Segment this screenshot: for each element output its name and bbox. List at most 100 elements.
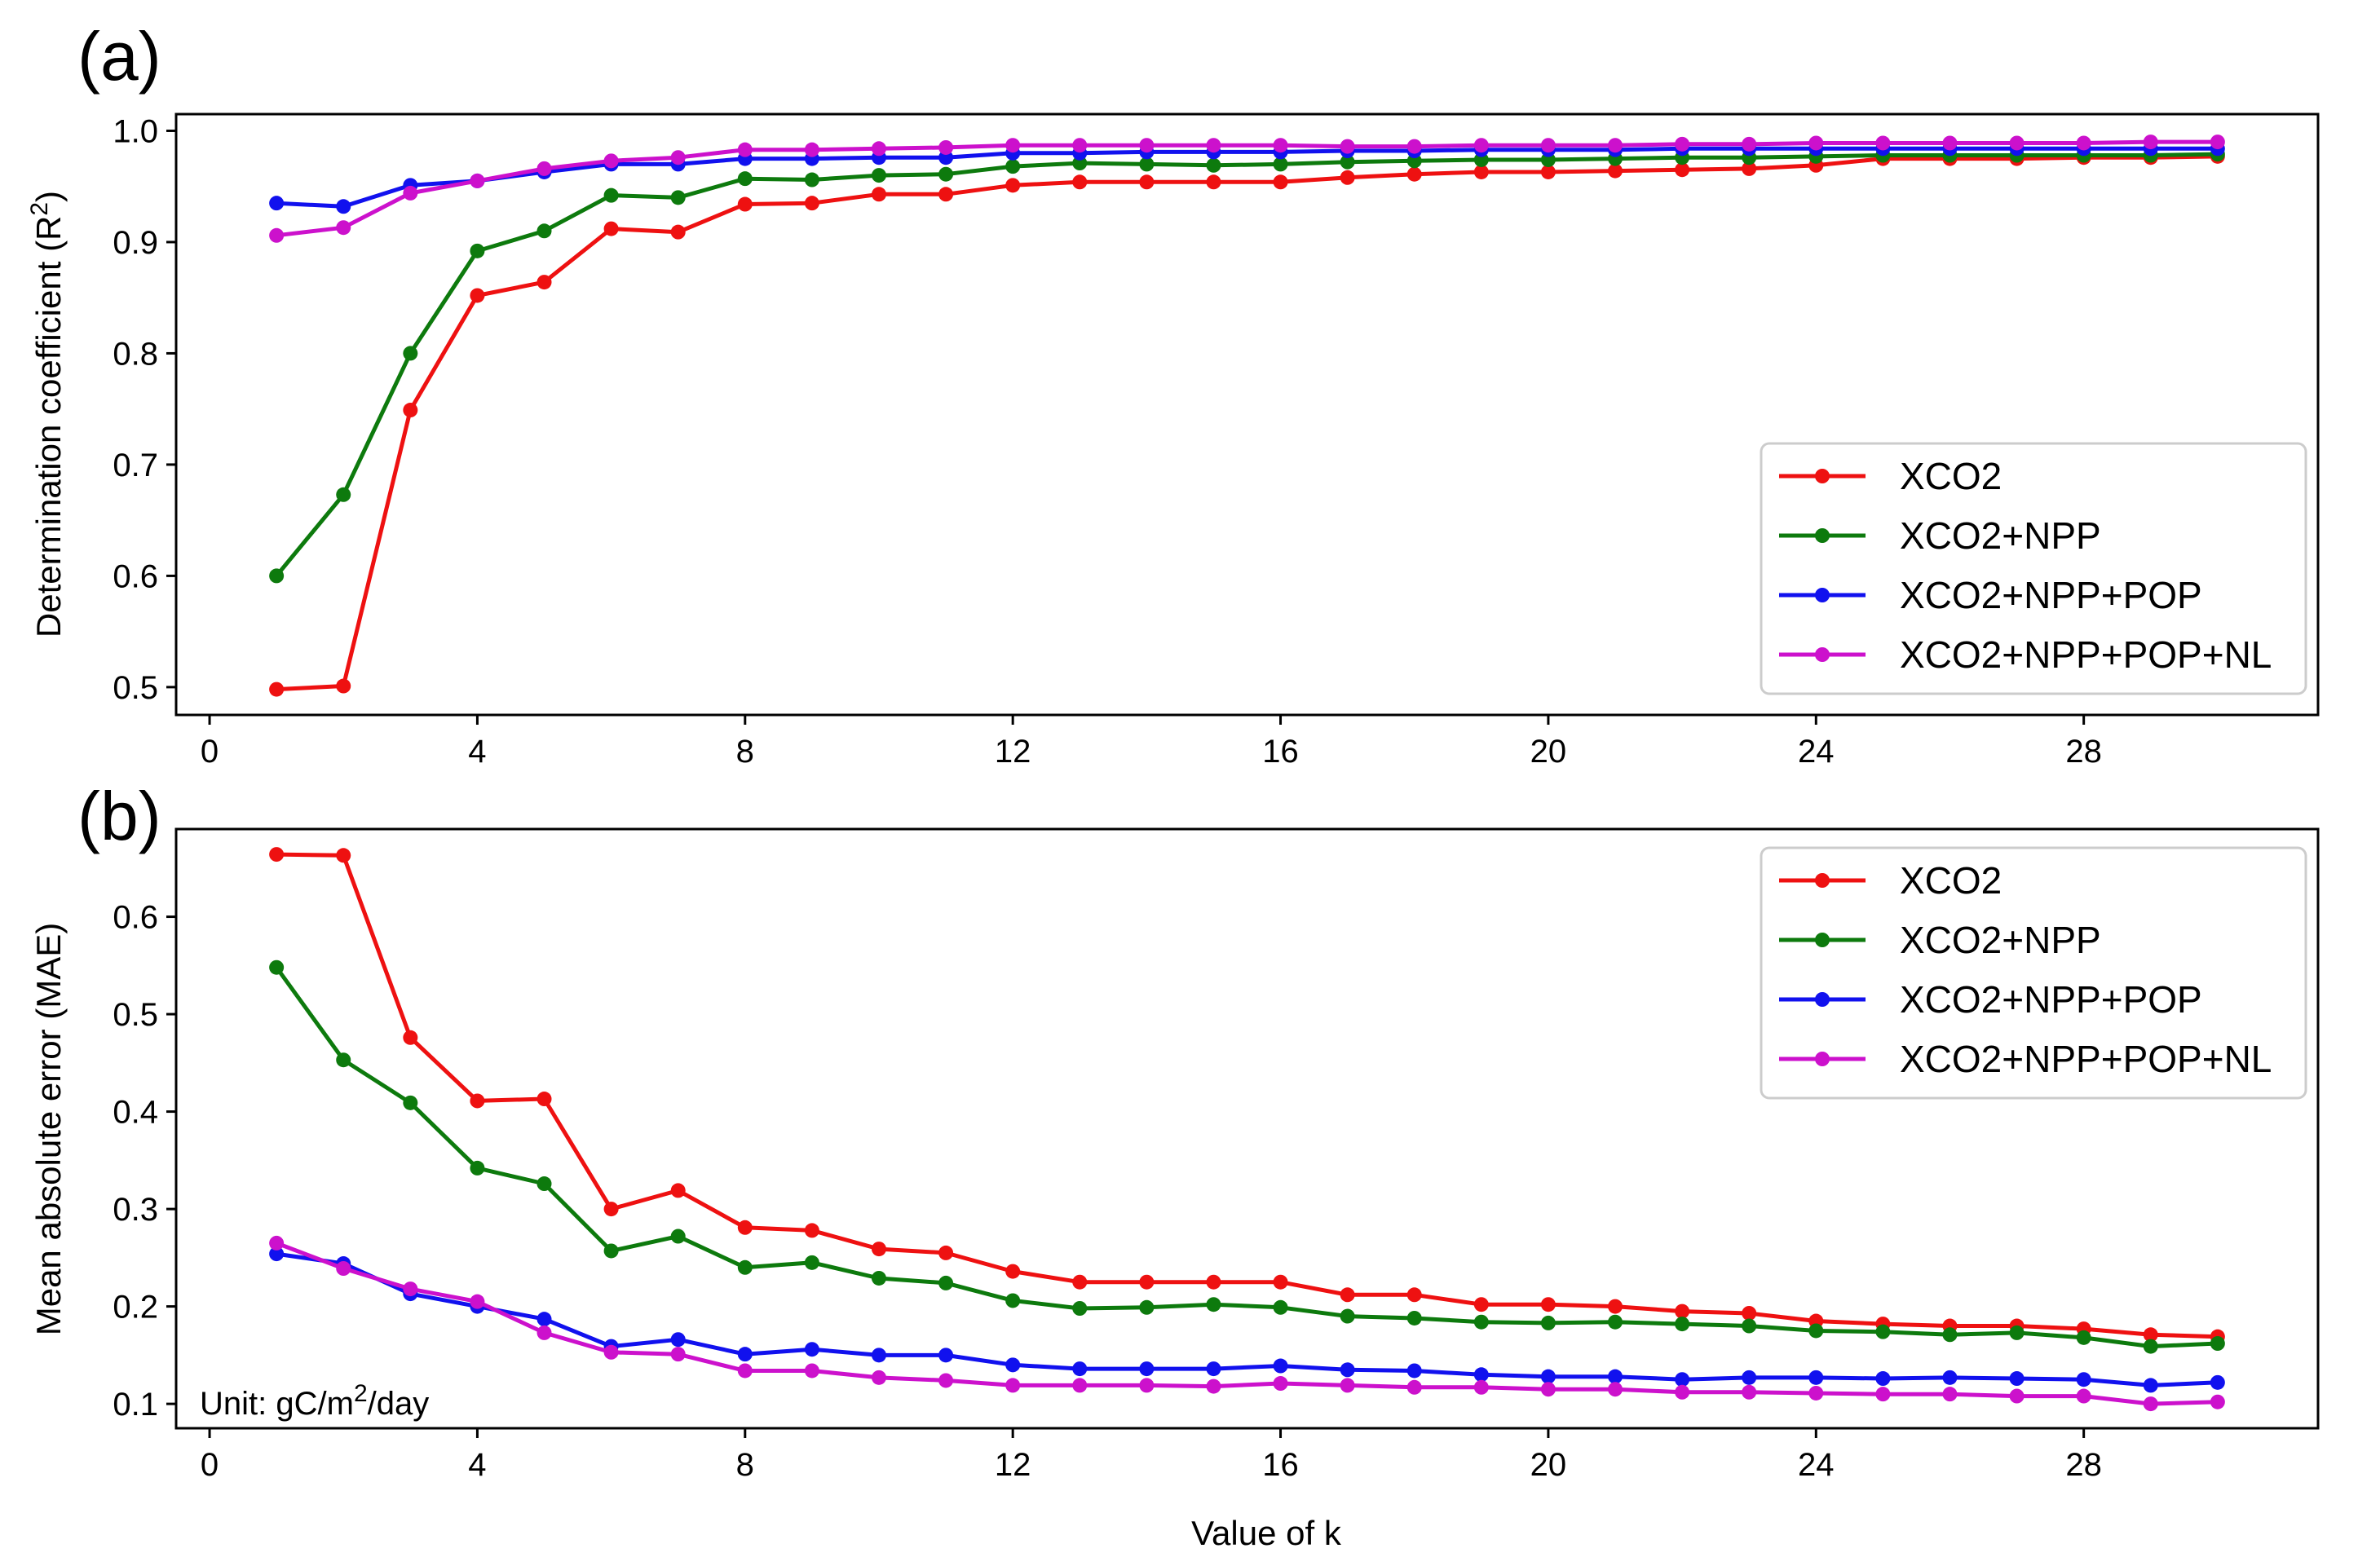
panel-b-series-0-point-13 <box>1139 1274 1155 1290</box>
panel-b-legend-marker-3 <box>1815 1052 1830 1066</box>
panel-a-marks <box>269 135 2225 697</box>
panel-b-series-1-point-20 <box>1608 1314 1623 1330</box>
panel-b-series-3-point-24 <box>1875 1387 1891 1402</box>
panel-a-series-3-point-10 <box>938 139 954 155</box>
panel-b-series-0-point-3 <box>470 1093 485 1109</box>
panel-b-series-0-point-15 <box>1273 1274 1288 1290</box>
panel-a-series-0-line <box>276 154 2218 692</box>
panel-a-series-0-point-11 <box>1005 178 1021 193</box>
panel-b-series-3-point-26 <box>2009 1388 2025 1404</box>
panel-a-legend-label-3: XCO2+NPP+POP+NL <box>1900 633 2272 676</box>
panel-b-x-tick-label-20: 20 <box>1530 1447 1567 1483</box>
panel-b-series-3-line <box>276 1241 2218 1406</box>
panel-b-series-0-line <box>276 852 2218 1339</box>
panel-a-series-1-point-16 <box>1340 154 1355 170</box>
panel-b-series-2-point-9 <box>871 1348 886 1363</box>
panel-b-series-1-point-28 <box>2143 1339 2158 1354</box>
panel-a-series-2-point-0 <box>269 196 285 211</box>
panel-b-series-1-point-2 <box>403 1095 418 1110</box>
panel-a-series-1-point-14 <box>1206 157 1221 173</box>
panel-b-series-2-point-23 <box>1808 1370 1824 1385</box>
panel-a-series-3-point-8 <box>804 142 819 157</box>
panel-b-series-3-point-10 <box>938 1373 954 1388</box>
panel-b-series-3-point-15 <box>1273 1376 1288 1392</box>
panel-b-series-3-point-21 <box>1675 1384 1690 1400</box>
panel-b-series-2-point-19 <box>1540 1369 1556 1384</box>
panel-b-legend-label-1: XCO2+NPP <box>1900 919 2101 961</box>
panel-b-series-3-point-23 <box>1808 1385 1824 1401</box>
panel-b-series-3-point-18 <box>1473 1379 1489 1395</box>
panel-b-series-1-point-10 <box>938 1275 954 1290</box>
panel-a-series-3-point-11 <box>1005 138 1021 153</box>
panel-b-series-1-point-5 <box>603 1243 619 1259</box>
panel-b-series-0-point-1 <box>336 848 351 863</box>
panel-b-yticks: 0.1 0.2 0.3 0.4 0.5 0.6 <box>113 900 176 1423</box>
panel-b-legend-frame <box>1760 846 2307 1100</box>
panel-a-series-1-point-10 <box>938 166 954 182</box>
panel-b-x-tick-label-4: 4 <box>468 1447 486 1483</box>
panel-a-series-0-point-16 <box>1340 170 1355 185</box>
panel-b-series-0-point-28 <box>2143 1327 2158 1343</box>
panel-b-series-0-point-11 <box>1005 1264 1021 1279</box>
panel-b-series-0-point-17 <box>1406 1287 1422 1303</box>
panel-a-series-3-point-17 <box>1406 139 1422 154</box>
panel-a-x-tick-label-0: 0 <box>201 734 219 770</box>
panel-b-series-0-point-8 <box>804 1223 819 1238</box>
panel-b-series-1-point-22 <box>1742 1318 1757 1334</box>
panel-a-series-3-point-9 <box>871 141 886 157</box>
panel-b-marks <box>269 847 2225 1412</box>
panel-a-series-1-point-5 <box>603 187 619 203</box>
panel-a-series-1-point-15 <box>1273 157 1288 172</box>
panel-b-legend-marker-2 <box>1815 992 1830 1007</box>
panel-b-series-3-point-19 <box>1540 1382 1556 1397</box>
panel-a-series-3-point-22 <box>1742 136 1757 152</box>
panel-b-series-0-point-0 <box>269 847 285 862</box>
panel-b-series-2-point-25 <box>1942 1370 1958 1385</box>
panel-a-x-tick-label-24: 24 <box>1798 734 1835 770</box>
panel-b-series-3-point-5 <box>603 1344 619 1360</box>
panel-b-series-1-point-6 <box>670 1229 686 1244</box>
panel-a-series-3-point-14 <box>1206 138 1221 153</box>
panel-b-series-2-point-11 <box>1005 1357 1021 1373</box>
panel-a-legend-label-1: XCO2+NPP <box>1900 514 2101 557</box>
panel-a-series-1-point-13 <box>1139 157 1155 172</box>
panel-a-series-3-point-3 <box>470 173 485 188</box>
panel-b-legend-marker-1 <box>1815 933 1830 947</box>
panel-b-series-3-point-3 <box>470 1294 485 1309</box>
panel-b-series-0-point-4 <box>536 1092 552 1107</box>
panel-b-series-1-point-21 <box>1675 1317 1690 1332</box>
panel-b-x-tick-label-12: 12 <box>995 1447 1031 1483</box>
panel-a-series-0-point-20 <box>1608 163 1623 179</box>
panel-b-series-1-line <box>275 966 2219 1349</box>
panel-b-series-3-point-2 <box>403 1281 418 1297</box>
panel-b-series-2-point-21 <box>1675 1372 1690 1387</box>
panel-b: (b) 0 4 8 12 16 20 24 28 0.1 0.2 0.3 0.4 0.5 0.6 Mea… <box>29 778 2320 1552</box>
panel-b-series-3-point-4 <box>536 1325 552 1340</box>
panel-b-legend: XCO2 XCO2+NPP XCO2+NPP+POP XCO2+NPP+POP+NL <box>1760 846 2307 1100</box>
panel-a-legend-label-0: XCO2 <box>1900 455 2002 497</box>
panel-b-series-3-point-22 <box>1742 1384 1757 1400</box>
panel-b-series-0-point-14 <box>1206 1274 1221 1290</box>
panel-b-series-1-point-25 <box>1942 1327 1958 1343</box>
panel-b-series-2-point-22 <box>1742 1370 1757 1385</box>
panel-b-series-3-point-17 <box>1406 1379 1422 1395</box>
panel-a-legend-frame <box>1760 442 2307 695</box>
panel-b-series-0-point-5 <box>603 1202 619 1217</box>
panel-a-tag: (a) <box>77 18 161 95</box>
panel-a-series-3-line <box>276 139 2218 238</box>
panel-b-x-tick-label-28: 28 <box>2065 1447 2102 1483</box>
panel-a-series-0-point-3 <box>470 288 485 303</box>
panel-b-series-0-point-22 <box>1742 1305 1757 1321</box>
panel-a-series-3-point-16 <box>1340 139 1355 154</box>
panel-a-series-2-line <box>276 146 2218 209</box>
panel-a-series-0-point-2 <box>403 403 418 418</box>
panel-a-series-0-point-19 <box>1540 164 1556 179</box>
panel-a-series-0-point-0 <box>269 682 285 697</box>
panel-b-series-2-point-28 <box>2143 1378 2158 1393</box>
panel-a-legend: XCO2 XCO2+NPP XCO2+NPP+POP XCO2+NPP+POP+NL <box>1760 442 2307 695</box>
panel-b-series-2-point-7 <box>737 1347 753 1362</box>
panel-a-series-3-point-27 <box>2076 135 2091 151</box>
panel-a-x-tick-label-16: 16 <box>1262 734 1299 770</box>
panel-a-series-1-point-2 <box>403 346 418 361</box>
